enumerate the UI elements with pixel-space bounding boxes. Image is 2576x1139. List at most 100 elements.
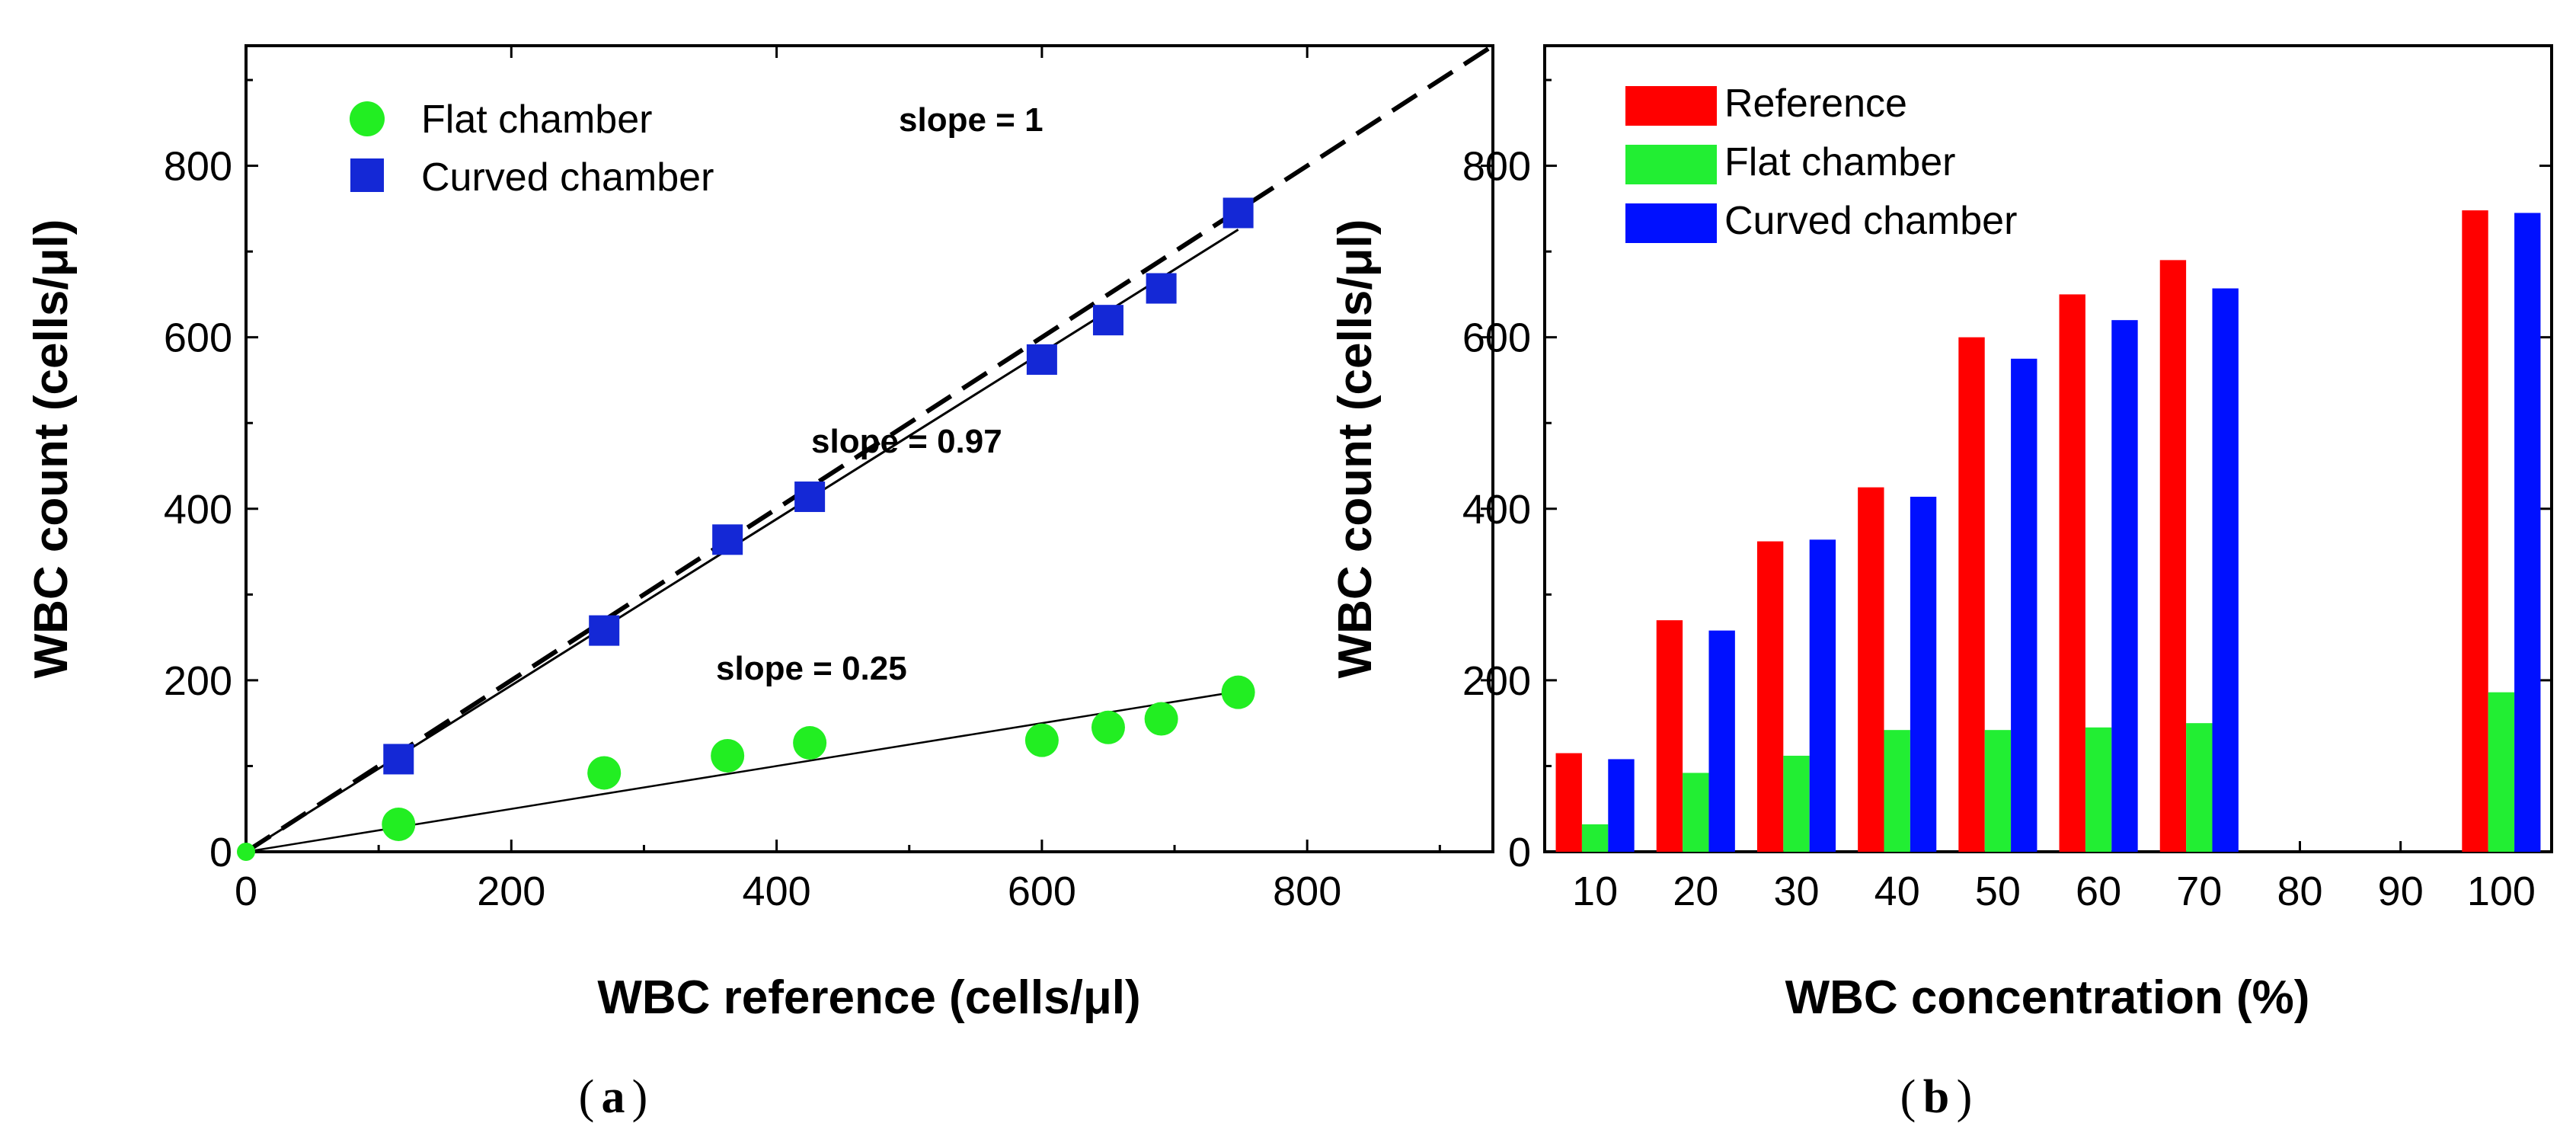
panel-b-y-tick-label: 0 xyxy=(1508,830,1531,875)
panel-b-y-tick-label: 400 xyxy=(1462,487,1531,533)
panel-a-x-axis-title: WBC reference (cells/μl) xyxy=(597,971,1140,1024)
panel-a-label: ( a ) xyxy=(579,1071,648,1123)
flat-chamber-point xyxy=(587,756,622,790)
panel-b-y-tick-label: 800 xyxy=(1462,144,1531,190)
flat-chamber-bar xyxy=(1884,730,1910,852)
panel-b-tick-labels: 0 200 400 600 800 10 20 30 40 50 60 70 80 90 100 xyxy=(1462,144,2536,914)
flat-chamber-point xyxy=(793,726,827,760)
curved-chamber-point xyxy=(1092,305,1123,336)
panel-b-y-axis-title: WBC count (cells/μl) xyxy=(1329,219,1382,679)
panel-b-bars xyxy=(1555,210,2541,853)
flat-chamber-point xyxy=(1221,675,1255,709)
origin-point xyxy=(237,843,255,861)
panel-a-legend: Flat chamber Curved chamber xyxy=(350,98,714,200)
flat-chamber-bar xyxy=(2186,723,2213,852)
curved-chamber-bar xyxy=(1608,759,1635,852)
curved-chamber-bar xyxy=(2011,358,2037,852)
panel-a-y-tick-label: 200 xyxy=(164,658,232,704)
legend-flat-chamber-swatch xyxy=(1625,145,1717,184)
panel-a-y-tick-label: 400 xyxy=(164,487,232,533)
curved-chamber-point xyxy=(383,744,414,775)
panel-b-x-tick-label: 60 xyxy=(2076,869,2121,914)
panel-b-label-letter: b xyxy=(1923,1071,1949,1123)
panel-b-x-tick-label: 40 xyxy=(1874,869,1920,914)
legend-flat-chamber-label: Flat chamber xyxy=(421,98,652,142)
curved-chamber-point xyxy=(1146,273,1177,304)
panel-a-plot-frame xyxy=(244,44,1494,853)
panel-b-y-tick-label: 200 xyxy=(1462,658,1531,704)
legend-flat-chamber-marker xyxy=(350,101,385,136)
panel-b-legend: Reference Flat chamber Curved chamber xyxy=(1625,82,2017,243)
curved-chamber-bar xyxy=(1809,539,1836,852)
curved-chamber-point xyxy=(794,482,826,513)
flat-chamber-point xyxy=(711,738,745,773)
flat-chamber-bar xyxy=(2488,692,2515,852)
curved-chamber-point xyxy=(1026,344,1057,375)
panel-b-plot-frame xyxy=(1543,44,2553,853)
panel-a-line-0 xyxy=(244,43,1494,854)
panel-b-x-tick-label: 100 xyxy=(2467,869,2536,914)
curved-chamber-bar xyxy=(2111,320,2138,852)
flat-chamber-point xyxy=(1024,723,1059,757)
panel-a-data-points xyxy=(237,197,1255,861)
panel-b-x-tick-label: 70 xyxy=(2176,869,2222,914)
curved-chamber-bar xyxy=(2212,288,2239,853)
panel-b-bar-chart: 0 200 400 600 800 10 20 30 40 50 60 70 80 90 100 Refer… xyxy=(1329,44,2553,1123)
legend-curved-chamber-bar-label: Curved chamber xyxy=(1724,199,2017,243)
panel-b-x-tick-label: 80 xyxy=(2277,869,2322,914)
panel-b-label-close: ) xyxy=(1957,1071,1973,1123)
reference-bar xyxy=(2059,294,2085,852)
panel-b-x-tick-label: 20 xyxy=(1673,869,1718,914)
panel-b-x-tick-label: 50 xyxy=(1975,869,2021,914)
legend-curved-chamber-label: Curved chamber xyxy=(421,155,714,200)
panel-b-x-tick-label: 10 xyxy=(1572,869,1618,914)
legend-reference-swatch xyxy=(1625,86,1717,126)
panel-b-label-open: ( xyxy=(1900,1071,1916,1123)
legend-reference-label: Reference xyxy=(1724,82,1907,126)
panel-b-axis-ticks xyxy=(1545,78,2552,853)
panel-a-x-tick-label: 400 xyxy=(743,869,811,914)
reference-bar xyxy=(1555,753,1582,852)
panel-b-x-tick-label: 30 xyxy=(1773,869,1819,914)
reference-bar xyxy=(1858,487,1884,852)
reference-bar xyxy=(2462,210,2488,852)
legend-curved-chamber-swatch xyxy=(1625,203,1717,243)
curved-chamber-point xyxy=(1222,197,1254,229)
panel-a-tick-labels: 0 200 400 600 800 0 200 400 600 800 xyxy=(164,144,1341,914)
panel-a-slope-annotation: slope = 0.25 xyxy=(716,650,907,687)
panel-b-x-tick-label: 90 xyxy=(2378,869,2424,914)
flat-chamber-point xyxy=(382,807,416,841)
legend-curved-chamber-marker xyxy=(350,158,384,192)
panel-a-label-letter: a xyxy=(602,1071,625,1123)
panel-a-x-tick-label: 800 xyxy=(1273,869,1341,914)
panel-a-x-tick-label: 200 xyxy=(477,869,545,914)
panel-a-annotations: slope = 1 slope = 0.97 slope = 0.25 xyxy=(716,101,1044,687)
flat-chamber-bar xyxy=(1783,755,1810,852)
panel-a-slope-annotation: slope = 1 xyxy=(899,101,1044,139)
panel-a-x-tick-label: 600 xyxy=(1008,869,1076,914)
flat-chamber-bar xyxy=(1984,730,2012,852)
curved-chamber-bar xyxy=(1708,630,1735,852)
panel-a-y-tick-label: 0 xyxy=(209,830,232,875)
curved-chamber-bar xyxy=(2514,213,2541,852)
curved-chamber-bar xyxy=(1910,497,1937,852)
reference-bar xyxy=(1958,337,1985,852)
reference-bar xyxy=(2159,260,2187,853)
flat-chamber-bar xyxy=(1581,824,1609,852)
reference-bar xyxy=(1656,620,1683,852)
legend-flat-chamber-bar-label: Flat chamber xyxy=(1724,140,1955,184)
panel-a-axis-ticks xyxy=(244,46,1493,853)
panel-a-y-tick-label: 600 xyxy=(164,315,232,361)
panel-b-label: ( b ) xyxy=(1900,1071,1973,1123)
panel-a-slope-annotation: slope = 0.97 xyxy=(811,423,1002,460)
curved-chamber-point xyxy=(712,524,743,555)
panel-b-x-axis-title: WBC concentration (%) xyxy=(1785,971,2310,1024)
flat-chamber-point xyxy=(1144,702,1178,736)
flat-chamber-bar xyxy=(2085,727,2112,852)
curved-chamber-point xyxy=(589,615,620,646)
panel-a-label-close: ) xyxy=(632,1071,648,1123)
reference-bar xyxy=(1756,541,1784,852)
panel-a-y-axis-title: WBC count (cells/μl) xyxy=(25,219,78,679)
